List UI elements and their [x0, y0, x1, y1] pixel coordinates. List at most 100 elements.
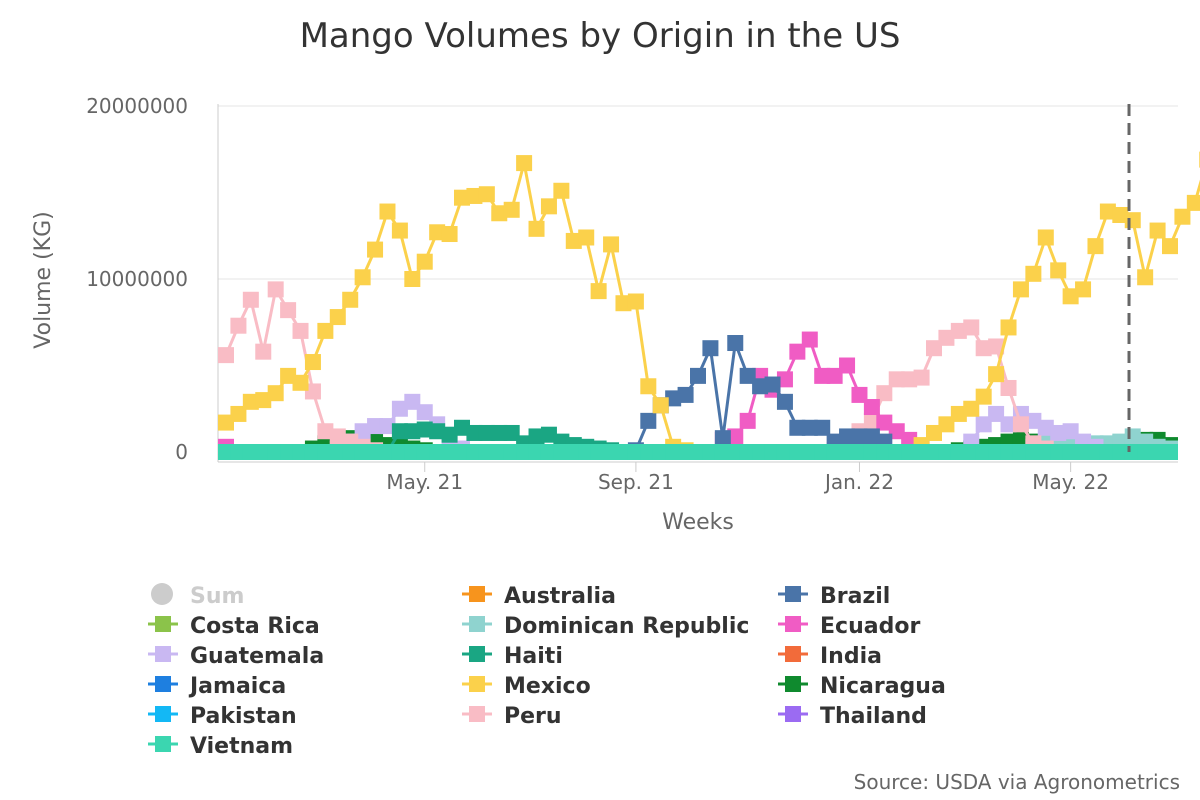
- data-point-mexico[interactable]: [1037, 229, 1054, 246]
- data-point-vietnam[interactable]: [1025, 444, 1042, 460]
- data-point-vietnam[interactable]: [280, 444, 297, 460]
- data-point-brazil[interactable]: [665, 390, 682, 407]
- data-point-mexico[interactable]: [963, 400, 980, 417]
- data-point-vietnam[interactable]: [391, 444, 408, 460]
- data-point-haiti[interactable]: [454, 419, 470, 436]
- data-point-vietnam[interactable]: [553, 444, 570, 460]
- data-point-vietnam[interactable]: [1099, 444, 1116, 460]
- data-point-vietnam[interactable]: [1050, 444, 1067, 460]
- data-point-peru[interactable]: [304, 383, 321, 400]
- data-point-vietnam[interactable]: [702, 444, 719, 460]
- data-point-mexico[interactable]: [379, 203, 396, 220]
- data-point-mexico[interactable]: [230, 405, 247, 422]
- data-point-peru[interactable]: [863, 412, 880, 429]
- data-point-vietnam[interactable]: [789, 444, 806, 460]
- data-point-ecuador[interactable]: [863, 399, 880, 416]
- data-point-guatemala[interactable]: [1050, 424, 1067, 441]
- data-point-guatemala[interactable]: [988, 405, 1005, 422]
- data-point-ecuador[interactable]: [739, 412, 756, 429]
- data-point-mexico[interactable]: [1186, 194, 1200, 211]
- data-point-vietnam[interactable]: [938, 444, 955, 460]
- data-point-brazil[interactable]: [814, 419, 831, 436]
- data-point-vietnam[interactable]: [752, 444, 769, 460]
- data-point-vietnam[interactable]: [739, 444, 756, 460]
- data-point-peru[interactable]: [255, 343, 272, 360]
- data-point-vietnam[interactable]: [329, 444, 346, 460]
- data-point-mexico[interactable]: [391, 222, 408, 239]
- data-point-vietnam[interactable]: [491, 444, 508, 460]
- data-point-vietnam[interactable]: [565, 444, 582, 460]
- legend-item-sum[interactable]: Sum: [151, 583, 244, 609]
- data-point-vietnam[interactable]: [578, 444, 595, 460]
- data-point-guatemala[interactable]: [1062, 423, 1079, 440]
- legend-item-ecuador[interactable]: Ecuador: [778, 614, 920, 639]
- data-point-ecuador[interactable]: [801, 331, 818, 348]
- data-point-vietnam[interactable]: [1000, 444, 1017, 460]
- data-point-nicaragua[interactable]: [1012, 431, 1029, 448]
- data-point-mexico[interactable]: [938, 416, 955, 433]
- data-point-mexico[interactable]: [1124, 212, 1141, 229]
- data-point-vietnam[interactable]: [627, 444, 644, 460]
- data-point-vietnam[interactable]: [1037, 444, 1054, 460]
- data-point-peru[interactable]: [242, 291, 259, 308]
- data-point-vietnam[interactable]: [913, 444, 930, 460]
- data-point-vietnam[interactable]: [876, 444, 893, 460]
- legend-item-vietnam[interactable]: Vietnam: [148, 734, 293, 759]
- data-point-vietnam[interactable]: [640, 444, 657, 460]
- data-point-vietnam[interactable]: [528, 444, 545, 460]
- data-point-mexico[interactable]: [1099, 203, 1116, 220]
- data-point-mexico[interactable]: [553, 182, 570, 199]
- data-point-vietnam[interactable]: [764, 444, 781, 460]
- data-point-guatemala[interactable]: [1000, 416, 1017, 433]
- data-point-vietnam[interactable]: [652, 444, 669, 460]
- legend-item-pakistan[interactable]: Pakistan: [148, 704, 297, 729]
- data-point-mexico[interactable]: [317, 322, 334, 339]
- data-point-vietnam[interactable]: [590, 444, 607, 460]
- data-point-vietnam[interactable]: [1075, 444, 1092, 460]
- data-point-mexico[interactable]: [441, 226, 458, 243]
- data-point-mexico[interactable]: [988, 366, 1005, 383]
- data-point-vietnam[interactable]: [354, 444, 371, 460]
- data-point-vietnam[interactable]: [516, 444, 533, 460]
- data-point-peru[interactable]: [230, 317, 247, 334]
- data-point-vietnam[interactable]: [1062, 444, 1079, 460]
- data-point-mexico[interactable]: [578, 229, 595, 246]
- data-point-vietnam[interactable]: [379, 444, 396, 460]
- data-point-vietnam[interactable]: [888, 444, 905, 460]
- data-point-guatemala[interactable]: [1037, 419, 1054, 436]
- data-point-vietnam[interactable]: [1112, 444, 1129, 460]
- data-point-peru[interactable]: [329, 428, 346, 445]
- data-point-vietnam[interactable]: [988, 444, 1005, 460]
- chart-credit[interactable]: Source: USDA via Agronometrics: [854, 770, 1180, 794]
- data-point-mexico[interactable]: [292, 374, 309, 391]
- data-point-brazil[interactable]: [839, 428, 856, 445]
- data-point-peru[interactable]: [938, 329, 955, 346]
- data-point-mexico[interactable]: [367, 241, 384, 258]
- data-point-mexico[interactable]: [1012, 281, 1029, 298]
- data-point-vietnam[interactable]: [727, 444, 744, 460]
- data-point-peru[interactable]: [267, 281, 284, 298]
- legend-item-costa-rica[interactable]: Costa Rica: [148, 614, 320, 639]
- data-point-mexico[interactable]: [627, 293, 644, 310]
- data-point-haiti[interactable]: [441, 426, 458, 443]
- data-point-mexico[interactable]: [267, 385, 284, 402]
- data-point-peru[interactable]: [988, 338, 1005, 355]
- data-point-vietnam[interactable]: [714, 444, 731, 460]
- data-point-brazil[interactable]: [677, 386, 694, 403]
- data-point-vietnam[interactable]: [466, 444, 483, 460]
- data-point-vietnam[interactable]: [404, 444, 421, 460]
- data-point-brazil[interactable]: [640, 412, 657, 429]
- data-point-mexico[interactable]: [565, 232, 582, 249]
- legend-item-jamaica[interactable]: Jamaica: [148, 674, 286, 699]
- data-point-vietnam[interactable]: [230, 444, 247, 460]
- data-point-mexico[interactable]: [1000, 319, 1017, 336]
- data-point-vietnam[interactable]: [540, 444, 557, 460]
- data-point-brazil[interactable]: [752, 378, 769, 395]
- data-point-ecuador[interactable]: [901, 431, 918, 448]
- data-point-haiti[interactable]: [491, 424, 508, 441]
- data-point-peru[interactable]: [317, 423, 334, 440]
- data-point-vietnam[interactable]: [1012, 444, 1029, 460]
- legend-item-haiti[interactable]: Haiti: [462, 644, 563, 669]
- data-point-mexico[interactable]: [466, 187, 483, 204]
- data-point-mexico[interactable]: [652, 397, 669, 414]
